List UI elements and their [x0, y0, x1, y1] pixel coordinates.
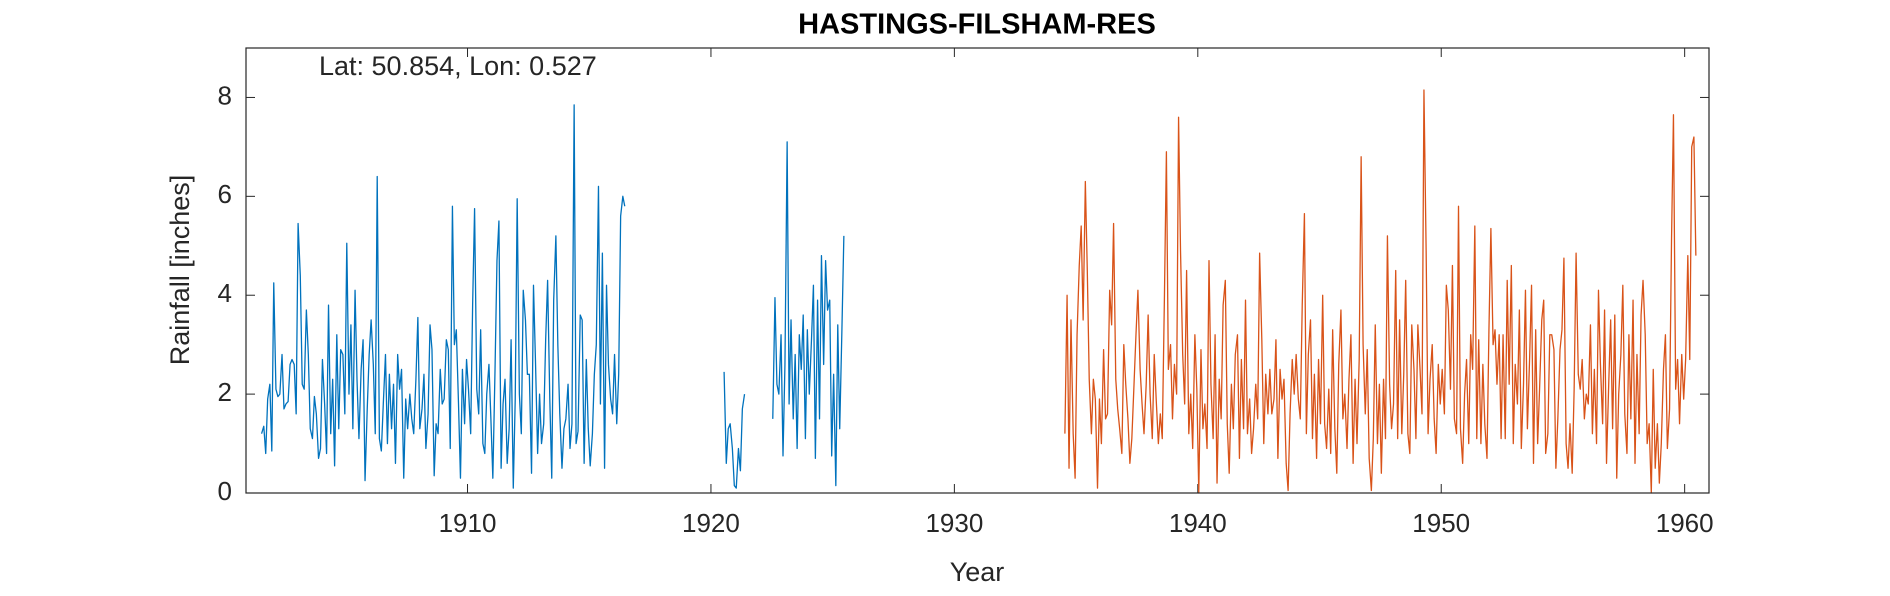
- x-tick-label: 1920: [682, 508, 740, 538]
- x-tick-label: 1930: [925, 508, 983, 538]
- x-axis-label: Year: [950, 557, 1005, 587]
- y-axis-label: Rainfall [inches]: [165, 175, 195, 366]
- data-line: [260, 104, 845, 489]
- x-tick-label: 1950: [1412, 508, 1470, 538]
- y-tick-label: 4: [218, 278, 232, 308]
- x-tick-label: 1940: [1169, 508, 1227, 538]
- chart-title: HASTINGS-FILSHAM-RES: [798, 9, 1156, 41]
- plot-frame: [245, 47, 1710, 494]
- annotation: Lat: 50.854, Lon: 0.527: [319, 51, 597, 81]
- y-tick-label: 6: [218, 179, 232, 209]
- y-tick-label: 0: [218, 476, 232, 506]
- y-tick-label: 8: [218, 80, 232, 110]
- y-tick-label: 2: [218, 377, 232, 407]
- x-tick-label: 1960: [1656, 508, 1714, 538]
- x-tick-label: 1910: [439, 508, 497, 538]
- data-line: [1064, 89, 1697, 494]
